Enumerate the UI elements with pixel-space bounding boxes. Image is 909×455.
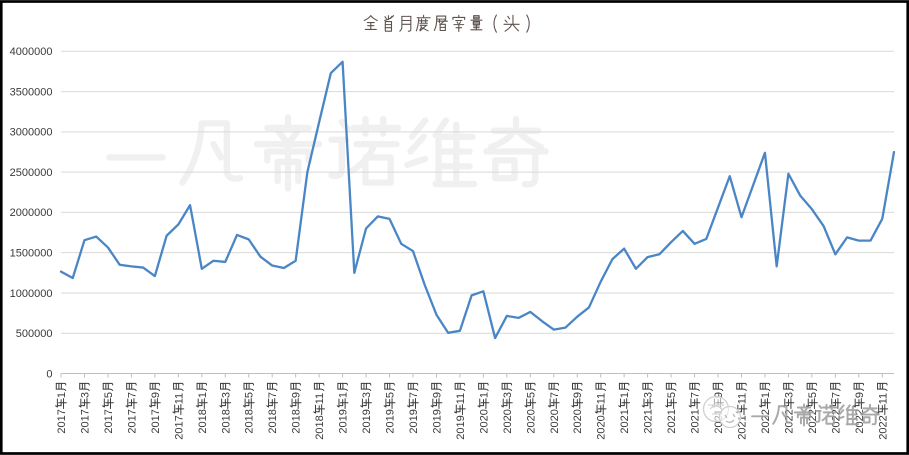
svg-text:1: 1 (760, 392, 772, 398)
svg-text:2018: 2018 (197, 409, 209, 433)
svg-text:1: 1 (478, 392, 490, 398)
svg-text:3: 3 (220, 392, 232, 398)
svg-text:2018: 2018 (220, 409, 232, 433)
svg-text:3: 3 (79, 392, 91, 398)
svg-text:9: 9 (572, 392, 584, 398)
svg-text:9: 9 (150, 392, 162, 398)
svg-text:2019: 2019 (361, 409, 373, 433)
svg-text:2022: 2022 (760, 409, 772, 433)
svg-text:2021: 2021 (666, 409, 678, 433)
svg-text:500000: 500000 (16, 328, 53, 340)
svg-text:2017: 2017 (150, 409, 162, 433)
svg-text:2000000: 2000000 (10, 207, 53, 219)
svg-text:7: 7 (126, 392, 138, 398)
svg-text:7: 7 (267, 392, 279, 398)
svg-text:2019: 2019 (385, 409, 397, 433)
svg-text:1: 1 (56, 392, 68, 398)
svg-text:2020: 2020 (572, 409, 584, 433)
svg-text:2019: 2019 (408, 409, 420, 433)
svg-text:3: 3 (361, 392, 373, 398)
svg-text:2017: 2017 (173, 415, 185, 439)
svg-text:5: 5 (807, 392, 819, 398)
svg-text:1000000: 1000000 (10, 288, 53, 300)
svg-text:2017: 2017 (56, 409, 68, 433)
svg-text:9: 9 (713, 392, 725, 398)
svg-text:4000000: 4000000 (10, 46, 53, 58)
svg-text:5: 5 (525, 392, 537, 398)
svg-text:2020: 2020 (478, 409, 490, 433)
svg-text:1: 1 (619, 392, 631, 398)
svg-text:5: 5 (103, 392, 115, 398)
svg-text:2020: 2020 (525, 409, 537, 433)
svg-text:7: 7 (830, 392, 842, 398)
svg-text:9: 9 (854, 392, 866, 398)
svg-text:0: 0 (46, 368, 52, 380)
svg-text:2019: 2019 (338, 409, 350, 433)
svg-text:2021: 2021 (619, 409, 631, 433)
svg-text:11: 11 (173, 393, 185, 404)
svg-text:7: 7 (690, 392, 702, 398)
svg-text:2022: 2022 (877, 415, 889, 439)
svg-text:7: 7 (549, 392, 561, 398)
svg-text:5: 5 (244, 392, 256, 398)
svg-text:2018: 2018 (314, 415, 326, 439)
svg-text:3: 3 (502, 392, 514, 398)
svg-text:2017: 2017 (103, 409, 115, 433)
svg-text:1: 1 (197, 392, 209, 398)
svg-text:3: 3 (783, 392, 795, 398)
svg-text:9: 9 (291, 392, 303, 398)
svg-text:3500000: 3500000 (10, 86, 53, 98)
svg-text:5: 5 (385, 392, 397, 398)
svg-text:3000000: 3000000 (10, 127, 53, 139)
svg-text:2018: 2018 (244, 409, 256, 433)
svg-text:3: 3 (643, 392, 655, 398)
svg-text:2017: 2017 (79, 409, 91, 433)
svg-text:11: 11 (736, 393, 748, 404)
svg-text:1500000: 1500000 (10, 247, 53, 259)
svg-text:2018: 2018 (267, 409, 279, 433)
svg-text:2020: 2020 (596, 415, 608, 439)
svg-text:2020: 2020 (502, 409, 514, 433)
svg-text:5: 5 (666, 392, 678, 398)
svg-text:2017: 2017 (126, 409, 138, 433)
svg-text:2018: 2018 (291, 409, 303, 433)
svg-text:2021: 2021 (690, 409, 702, 433)
svg-text:2019: 2019 (455, 415, 467, 439)
svg-text:11: 11 (314, 393, 326, 404)
svg-text:2019: 2019 (431, 409, 443, 433)
svg-text:11: 11 (455, 393, 467, 404)
svg-text:1: 1 (338, 392, 350, 398)
svg-text:2021: 2021 (643, 409, 655, 433)
svg-text:9: 9 (431, 392, 443, 398)
svg-text:2022: 2022 (783, 409, 795, 433)
svg-text:2500000: 2500000 (10, 167, 53, 179)
svg-text:7: 7 (408, 392, 420, 398)
svg-text:2020: 2020 (549, 409, 561, 433)
svg-text:11: 11 (877, 393, 889, 404)
svg-text:11: 11 (596, 393, 608, 404)
